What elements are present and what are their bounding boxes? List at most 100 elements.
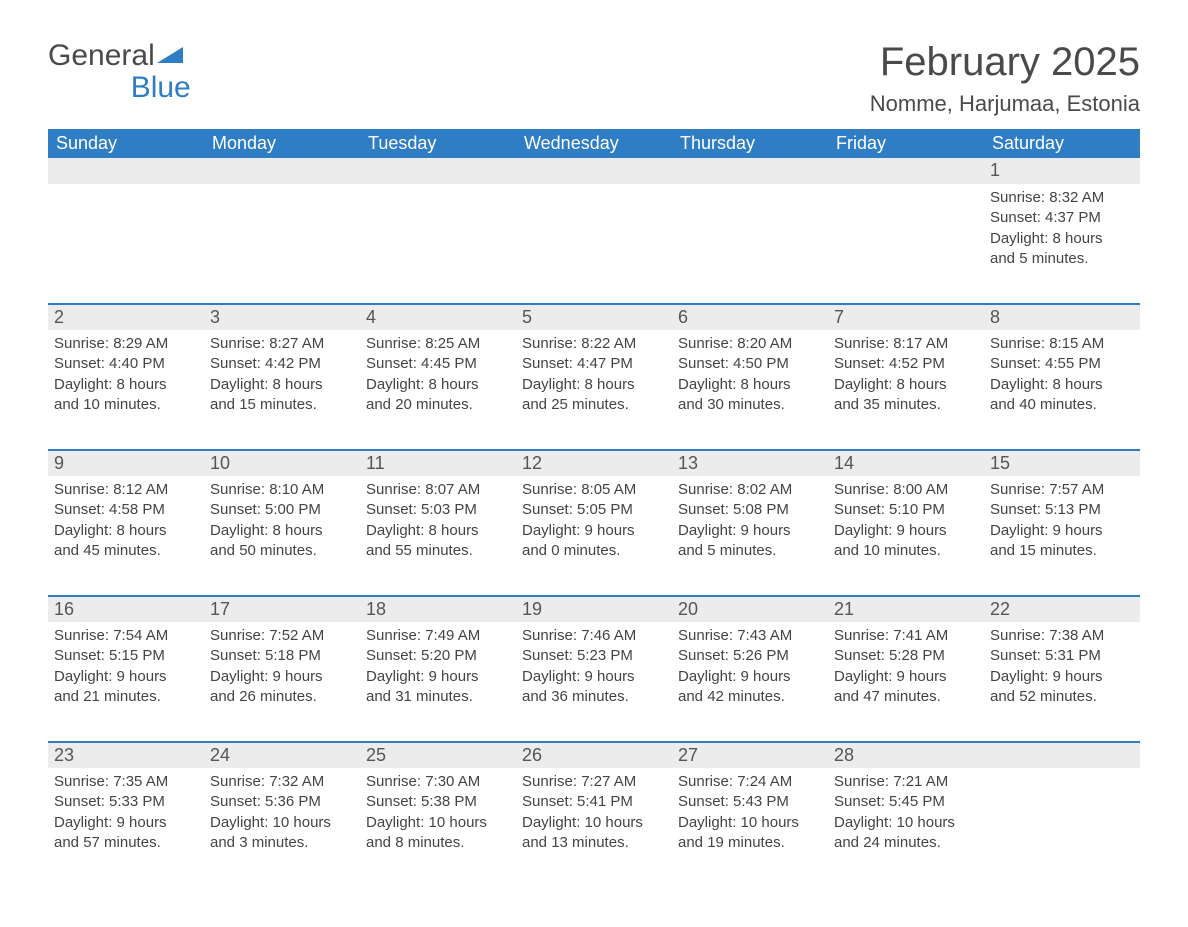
day-day2: and 35 minutes.: [834, 395, 978, 415]
weekday-header: Friday: [828, 129, 984, 158]
day-day2: and 25 minutes.: [522, 395, 666, 415]
day-sunset: Sunset: 4:50 PM: [678, 354, 822, 374]
day-sunrise: Sunrise: 8:20 AM: [678, 334, 822, 354]
day-number: 13: [672, 450, 828, 476]
day-sunrise: Sunrise: 8:15 AM: [990, 334, 1134, 354]
day-sunrise: Sunrise: 8:02 AM: [678, 480, 822, 500]
weekday-header: Tuesday: [360, 129, 516, 158]
day-day2: and 24 minutes.: [834, 833, 978, 853]
page-header: General Blue February 2025 Nomme, Harjum…: [48, 40, 1140, 117]
day-number: 20: [672, 596, 828, 622]
day-cell: Sunrise: 7:43 AMSunset: 5:26 PMDaylight:…: [672, 622, 828, 742]
day-sunset: Sunset: 5:36 PM: [210, 792, 354, 812]
day-number-row: 1: [48, 158, 1140, 184]
day-number: 23: [48, 742, 204, 768]
day-number: 22: [984, 596, 1140, 622]
day-sunset: Sunset: 5:05 PM: [522, 500, 666, 520]
day-cell: Sunrise: 7:21 AMSunset: 5:45 PMDaylight:…: [828, 768, 984, 887]
day-sunrise: Sunrise: 7:38 AM: [990, 626, 1134, 646]
day-day2: and 3 minutes.: [210, 833, 354, 853]
day-sunrise: Sunrise: 8:22 AM: [522, 334, 666, 354]
title-block: February 2025 Nomme, Harjumaa, Estonia: [870, 40, 1140, 117]
day-day1: Daylight: 9 hours: [990, 521, 1134, 541]
day-day1: Daylight: 8 hours: [54, 375, 198, 395]
day-day2: and 55 minutes.: [366, 541, 510, 561]
day-sunset: Sunset: 4:55 PM: [990, 354, 1134, 374]
day-number-row: 16171819202122: [48, 596, 1140, 622]
day-sunset: Sunset: 5:00 PM: [210, 500, 354, 520]
day-day1: Daylight: 10 hours: [834, 813, 978, 833]
day-day2: and 52 minutes.: [990, 687, 1134, 707]
day-day2: and 36 minutes.: [522, 687, 666, 707]
day-day2: and 50 minutes.: [210, 541, 354, 561]
month-title: February 2025: [870, 40, 1140, 85]
day-day2: and 26 minutes.: [210, 687, 354, 707]
day-day1: Daylight: 10 hours: [366, 813, 510, 833]
day-number: 15: [984, 450, 1140, 476]
day-sunrise: Sunrise: 7:32 AM: [210, 772, 354, 792]
day-day1: Daylight: 8 hours: [990, 229, 1134, 249]
day-day1: Daylight: 9 hours: [678, 521, 822, 541]
day-cell: Sunrise: 8:32 AMSunset: 4:37 PMDaylight:…: [984, 184, 1140, 304]
day-sunset: Sunset: 5:38 PM: [366, 792, 510, 812]
day-sunset: Sunset: 5:43 PM: [678, 792, 822, 812]
day-day1: Daylight: 9 hours: [834, 667, 978, 687]
day-sunrise: Sunrise: 7:24 AM: [678, 772, 822, 792]
calendar-table: Sunday Monday Tuesday Wednesday Thursday…: [48, 129, 1140, 887]
day-number: [672, 158, 828, 184]
day-data-row: Sunrise: 8:12 AMSunset: 4:58 PMDaylight:…: [48, 476, 1140, 596]
day-day2: and 8 minutes.: [366, 833, 510, 853]
day-number: 4: [360, 304, 516, 330]
day-number: 2: [48, 304, 204, 330]
day-day1: Daylight: 8 hours: [990, 375, 1134, 395]
day-number: 5: [516, 304, 672, 330]
day-day2: and 45 minutes.: [54, 541, 198, 561]
day-sunrise: Sunrise: 7:35 AM: [54, 772, 198, 792]
day-day2: and 40 minutes.: [990, 395, 1134, 415]
day-sunrise: Sunrise: 8:17 AM: [834, 334, 978, 354]
day-cell: Sunrise: 7:41 AMSunset: 5:28 PMDaylight:…: [828, 622, 984, 742]
day-sunrise: Sunrise: 8:05 AM: [522, 480, 666, 500]
day-cell: Sunrise: 8:10 AMSunset: 5:00 PMDaylight:…: [204, 476, 360, 596]
logo-flag-icon: [157, 40, 191, 72]
day-number: 26: [516, 742, 672, 768]
day-cell: Sunrise: 7:46 AMSunset: 5:23 PMDaylight:…: [516, 622, 672, 742]
weekday-header: Wednesday: [516, 129, 672, 158]
day-number: 1: [984, 158, 1140, 184]
day-sunrise: Sunrise: 8:12 AM: [54, 480, 198, 500]
day-day1: Daylight: 8 hours: [210, 375, 354, 395]
day-sunrise: Sunrise: 7:21 AM: [834, 772, 978, 792]
day-day2: and 13 minutes.: [522, 833, 666, 853]
day-number-row: 2345678: [48, 304, 1140, 330]
day-day2: and 10 minutes.: [834, 541, 978, 561]
day-number: 7: [828, 304, 984, 330]
day-day2: and 30 minutes.: [678, 395, 822, 415]
day-day1: Daylight: 10 hours: [522, 813, 666, 833]
day-sunrise: Sunrise: 8:25 AM: [366, 334, 510, 354]
day-cell: Sunrise: 8:22 AMSunset: 4:47 PMDaylight:…: [516, 330, 672, 450]
weekday-header: Sunday: [48, 129, 204, 158]
day-cell: Sunrise: 7:27 AMSunset: 5:41 PMDaylight:…: [516, 768, 672, 887]
day-cell: Sunrise: 7:32 AMSunset: 5:36 PMDaylight:…: [204, 768, 360, 887]
day-number: 11: [360, 450, 516, 476]
day-cell: [984, 768, 1140, 887]
day-number: 16: [48, 596, 204, 622]
day-cell: Sunrise: 8:07 AMSunset: 5:03 PMDaylight:…: [360, 476, 516, 596]
weekday-header: Saturday: [984, 129, 1140, 158]
day-day2: and 21 minutes.: [54, 687, 198, 707]
day-number: 28: [828, 742, 984, 768]
day-cell: Sunrise: 8:17 AMSunset: 4:52 PMDaylight:…: [828, 330, 984, 450]
day-sunrise: Sunrise: 8:10 AM: [210, 480, 354, 500]
calendar-body: 1Sunrise: 8:32 AMSunset: 4:37 PMDaylight…: [48, 158, 1140, 887]
day-sunset: Sunset: 5:10 PM: [834, 500, 978, 520]
day-sunrise: Sunrise: 7:49 AM: [366, 626, 510, 646]
day-sunset: Sunset: 4:52 PM: [834, 354, 978, 374]
logo-text-general: General: [48, 39, 155, 72]
day-day2: and 0 minutes.: [522, 541, 666, 561]
day-number: [360, 158, 516, 184]
day-day2: and 15 minutes.: [990, 541, 1134, 561]
day-sunrise: Sunrise: 8:29 AM: [54, 334, 198, 354]
day-sunset: Sunset: 4:42 PM: [210, 354, 354, 374]
day-sunrise: Sunrise: 7:54 AM: [54, 626, 198, 646]
location-label: Nomme, Harjumaa, Estonia: [870, 91, 1140, 117]
